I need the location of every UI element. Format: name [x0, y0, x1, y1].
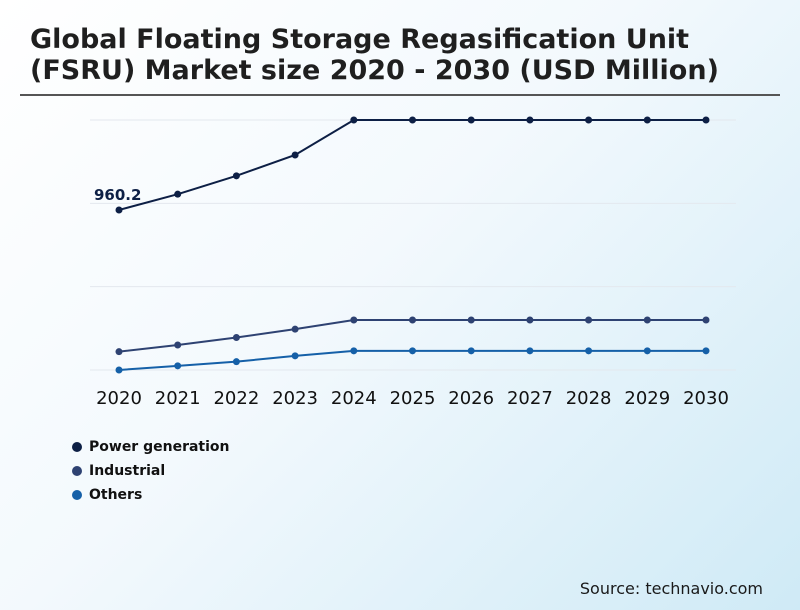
data-point-others — [526, 347, 534, 355]
legend-label: Power generation — [89, 439, 230, 455]
data-point-others — [702, 347, 710, 355]
series-points — [115, 116, 710, 374]
data-point-power-generation — [232, 172, 240, 180]
data-point-power-generation — [585, 116, 593, 124]
series-lines — [118, 119, 706, 371]
data-point-others — [291, 352, 299, 360]
data-label: 960.2 — [94, 186, 141, 204]
data-point-others — [467, 347, 475, 355]
x-tick-label: 2026 — [448, 388, 494, 409]
data-point-others — [643, 347, 651, 355]
data-point-others — [350, 347, 358, 355]
title-divider — [20, 94, 780, 96]
x-tick-label: 2028 — [566, 388, 612, 409]
data-point-industrial — [291, 325, 299, 333]
x-tick-label: 2022 — [213, 388, 259, 409]
legend-label: Others — [89, 487, 143, 503]
x-tick-label: 2023 — [272, 388, 318, 409]
data-point-industrial — [467, 316, 475, 324]
data-point-industrial — [643, 316, 651, 324]
legend-marker — [72, 442, 82, 452]
legend-label: Industrial — [89, 463, 166, 479]
x-tick-label: 2025 — [390, 388, 436, 409]
data-point-industrial — [115, 348, 123, 356]
data-point-industrial — [526, 316, 534, 324]
data-point-industrial — [585, 316, 593, 324]
data-point-power-generation — [467, 116, 475, 124]
x-tick-label: 2030 — [683, 388, 729, 409]
annotations: 960.2 — [94, 186, 141, 204]
data-point-power-generation — [115, 206, 123, 214]
data-point-power-generation — [409, 116, 416, 124]
data-point-power-generation — [526, 116, 534, 124]
x-tick-label: 2020 — [96, 388, 142, 409]
data-point-power-generation — [643, 116, 651, 124]
legend-marker — [72, 490, 82, 500]
x-tick-label: 2029 — [624, 388, 670, 409]
data-point-industrial — [232, 334, 240, 341]
chart-title: Global Floating Storage Regasification U… — [30, 24, 719, 86]
data-point-industrial — [702, 316, 710, 324]
data-point-others — [409, 347, 416, 355]
data-point-industrial — [409, 316, 416, 324]
legend-item-industrial[interactable]: Industrial — [72, 459, 230, 483]
data-point-others — [232, 358, 240, 366]
x-axis-ticks: 2020 2021 2022 2023 2024 2025 2026 2027 2028 2029… — [96, 388, 729, 409]
data-point-power-generation — [174, 190, 182, 198]
legend: Power generation Industrial Others — [72, 435, 230, 507]
legend-item-others[interactable]: Others — [72, 483, 230, 507]
gridlines — [90, 119, 736, 371]
x-tick-label: 2024 — [331, 388, 377, 409]
series-line-power-generation — [118, 119, 706, 211]
data-point-others — [174, 362, 182, 370]
legend-item-power-generation[interactable]: Power generation — [72, 435, 230, 459]
source-credit: Source: technavio.com — [579, 579, 763, 598]
series-line-industrial — [118, 319, 706, 353]
legend-marker — [72, 466, 82, 476]
data-point-power-generation — [291, 151, 299, 159]
data-point-power-generation — [350, 116, 358, 124]
data-point-others — [115, 366, 123, 374]
data-point-others — [585, 347, 593, 355]
data-point-industrial — [174, 341, 182, 349]
data-point-industrial — [350, 316, 358, 324]
x-tick-label: 2027 — [507, 388, 553, 409]
x-tick-label: 2021 — [155, 388, 201, 409]
data-point-power-generation — [702, 116, 710, 124]
